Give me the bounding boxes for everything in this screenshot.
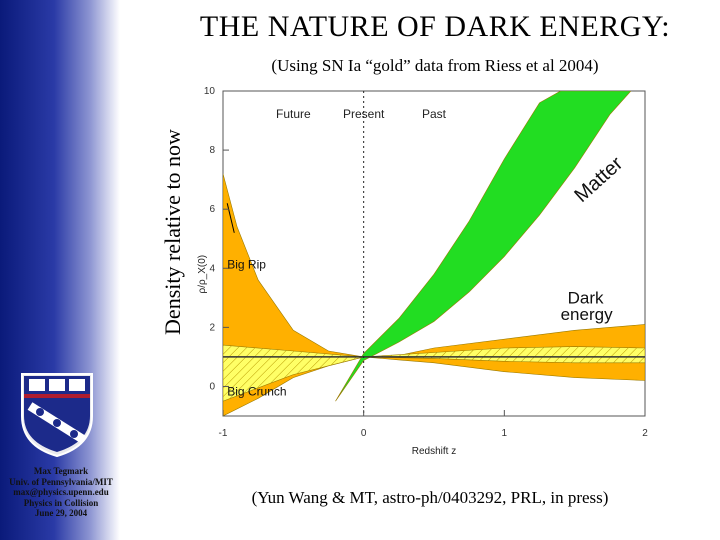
author-affiliation: Max Tegmark Univ. of Pennsylvania/MIT ma… <box>0 466 122 519</box>
x-tick-label-1: 0 <box>361 428 367 439</box>
y-tick-label-3: 6 <box>209 204 215 215</box>
y-tick-label-0: 0 <box>209 381 215 392</box>
author-email: max@physics.upenn.edu <box>13 487 109 497</box>
x-axis-label: Redshift z <box>412 446 456 457</box>
university-shield-logo <box>21 373 93 458</box>
series-band-0 <box>335 91 632 402</box>
x-tick-label-3: 2 <box>642 428 648 439</box>
annotation-3: Big Rip <box>227 257 266 271</box>
region-label-0: Future <box>276 107 311 121</box>
annotation-2: energy <box>561 305 613 324</box>
author-institution: Univ. of Pennsylvania/MIT <box>9 476 113 487</box>
citation: (Yun Wang & MT, astro-ph/0403292, PRL, i… <box>251 488 609 507</box>
x-tick-label-0: -1 <box>219 428 228 439</box>
x-tick-label-2: 1 <box>502 428 508 439</box>
region-label-1: Present <box>343 107 385 121</box>
region-label-2: Past <box>422 107 447 121</box>
y-tick-label-4: 8 <box>209 145 215 156</box>
big-rip-arrow <box>226 203 235 233</box>
y-tick-label-1: 2 <box>209 322 215 333</box>
conference-name: Physics in Collision <box>23 497 99 508</box>
annotation-4: Big Crunch <box>227 384 286 398</box>
inner-y-axis-label: ρ/ρ_X(0) <box>197 255 208 294</box>
y-tick-label-5: 10 <box>204 86 216 97</box>
author-name: Max Tegmark <box>33 466 89 476</box>
slide-title: THE NATURE OF DARK ENERGY: <box>199 10 671 43</box>
inner-band-hatching <box>223 345 645 402</box>
talk-date: June 29, 2004 <box>34 508 88 518</box>
y-tick-label-2: 4 <box>209 263 215 274</box>
slide-subtitle: (Using SN Ia “gold” data from Riess et a… <box>271 56 599 75</box>
annotation-1: Dark <box>568 289 604 308</box>
